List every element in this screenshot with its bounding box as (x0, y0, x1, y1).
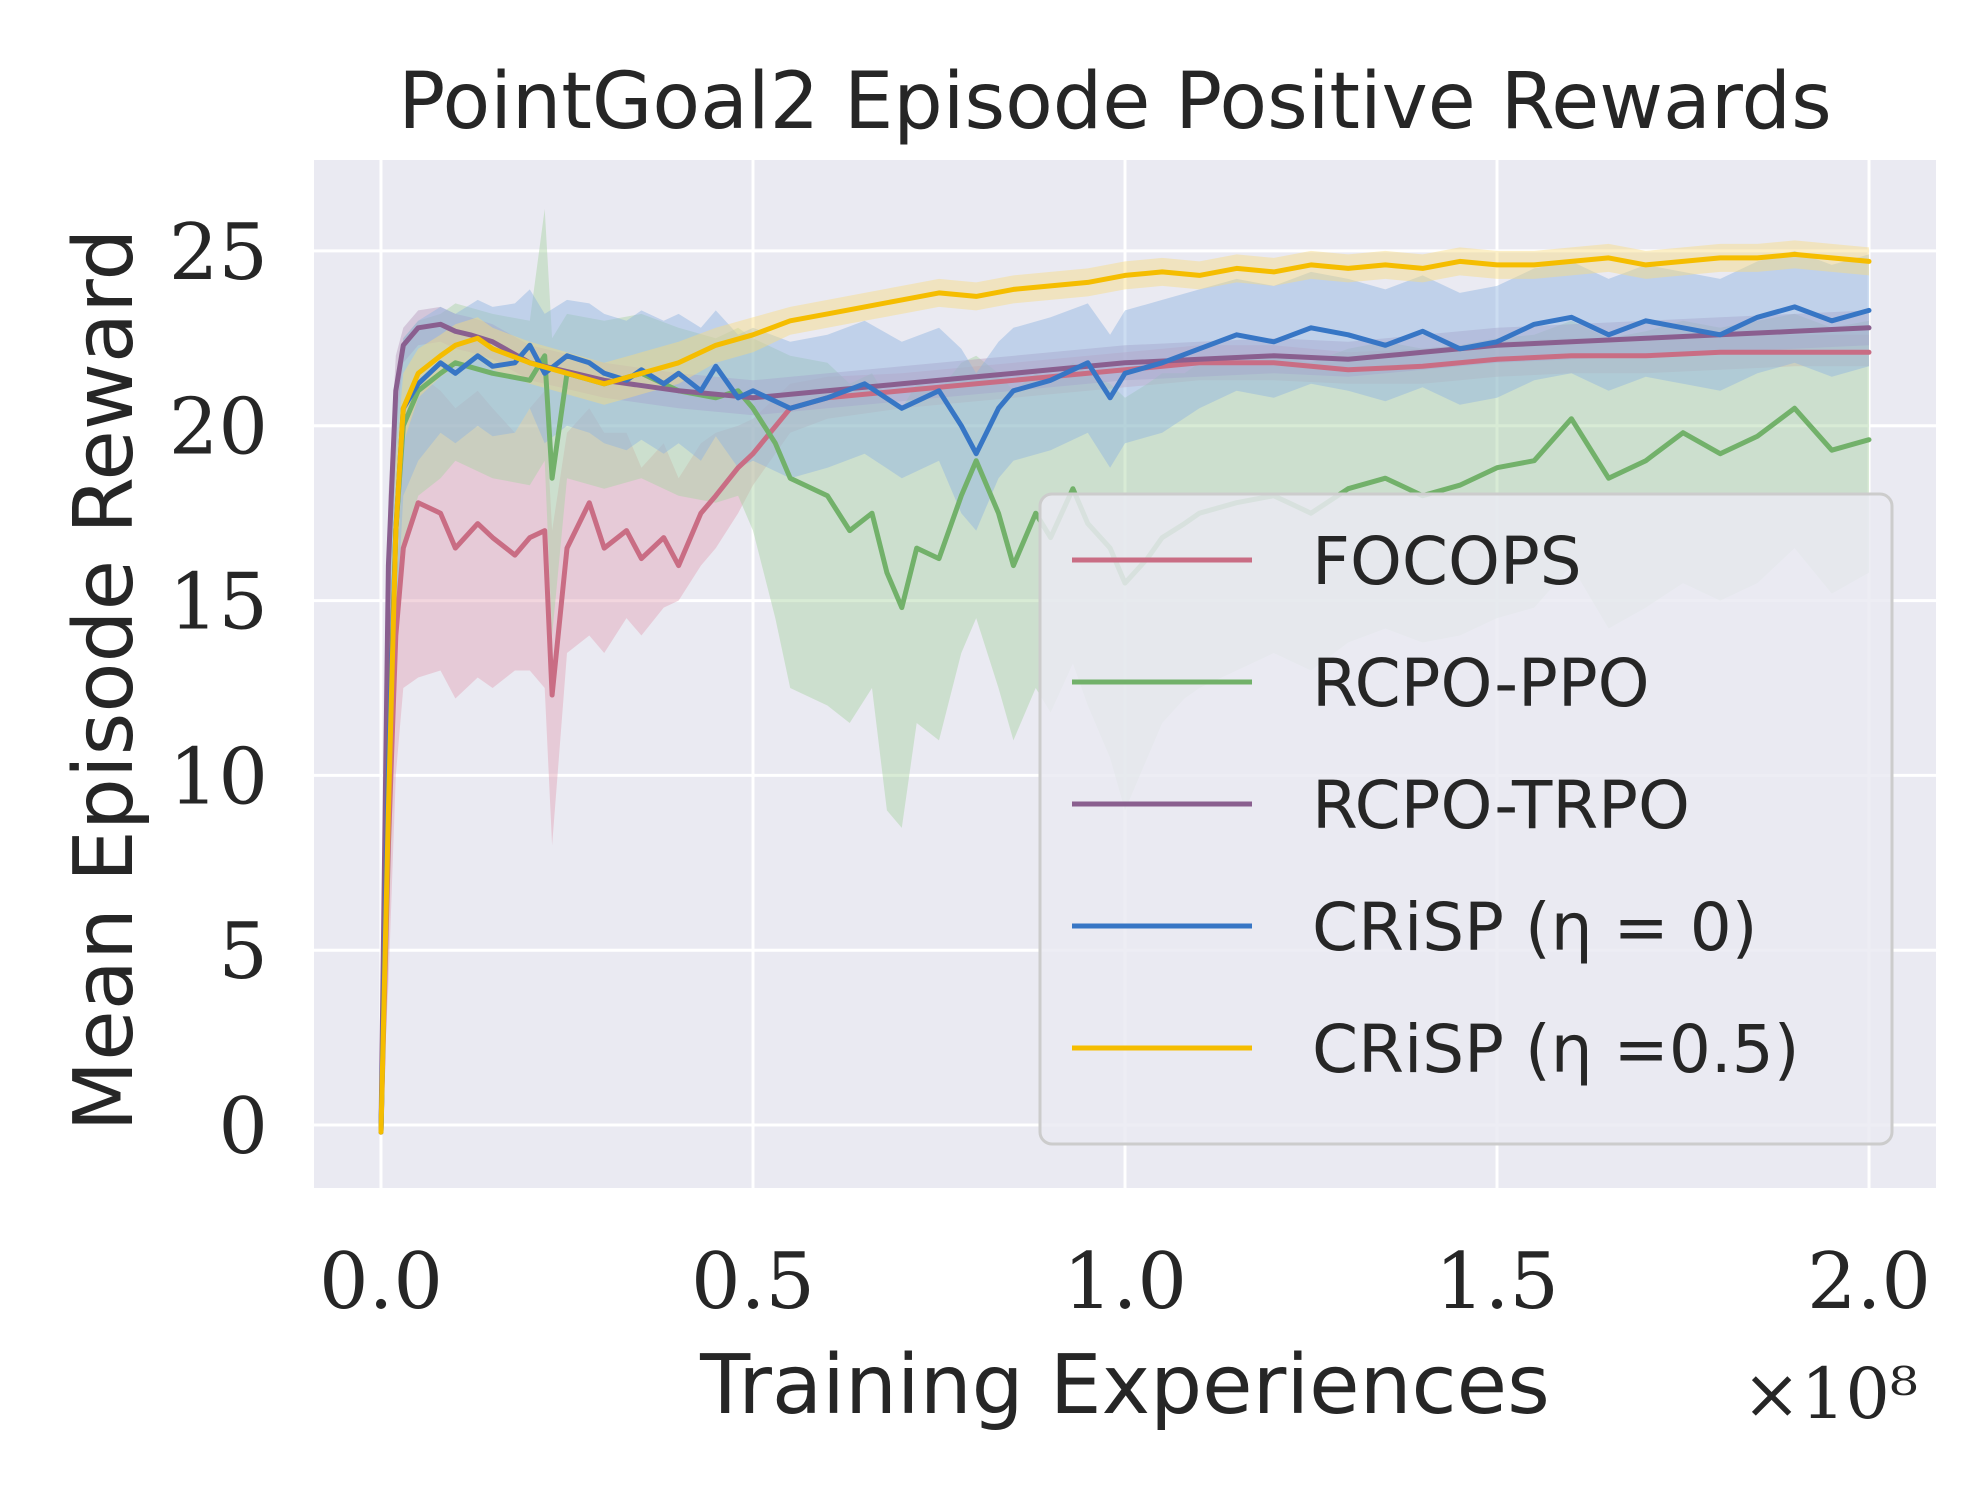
x-tick-label: 1.0 (1063, 1237, 1187, 1327)
band-crisp-0 (381, 250, 1869, 1133)
line-crisp-0-5 (378, 251, 1872, 1135)
x-tick-label: 1.5 (1435, 1237, 1559, 1327)
legend-label: CRiSP (η =0.5) (1312, 1011, 1800, 1088)
band-focops (381, 334, 1869, 1133)
legend-label: RCPO-TRPO (1312, 767, 1690, 844)
y-tick-label: 10 (169, 732, 268, 822)
y-tick-labels: 0 5 10 15 20 25 (169, 208, 268, 1172)
x-tick-label: 0.0 (319, 1237, 443, 1327)
x-axis-label: Training Experiences (699, 1338, 1550, 1433)
y-tick-label: 25 (169, 208, 268, 298)
line-rcpo-trpo (378, 321, 1872, 1135)
y-tick-label: 20 (169, 383, 268, 473)
x-multiplier: ×10⁸ (1742, 1353, 1918, 1435)
x-tick-labels: 0.0 0.5 1.0 1.5 2.0 (319, 1237, 1931, 1327)
legend-label: FOCOPS (1312, 523, 1582, 600)
y-tick-label: 15 (169, 558, 268, 648)
chart-title: PointGoal2 Episode Positive Rewards (398, 57, 1831, 147)
y-axis-label: Mean Episode Reward (57, 229, 152, 1132)
y-tick-label: 0 (218, 1082, 268, 1172)
line-rcpo-ppo (378, 353, 1872, 1135)
line-focops (378, 349, 1872, 1135)
y-tick-label: 5 (218, 907, 268, 997)
legend-box (1038, 492, 1894, 1146)
series-lines (378, 251, 1872, 1135)
legend-label: CRiSP (η = 0) (1312, 889, 1758, 966)
legend-label: RCPO-PPO (1312, 645, 1650, 722)
legend: FOCOPS RCPO-PPO RCPO-TRPO CRiSP (η = 0) CRiS… (1038, 492, 1894, 1146)
x-tick-label: 0.5 (691, 1237, 815, 1327)
x-tick-label: 2.0 (1807, 1237, 1931, 1327)
